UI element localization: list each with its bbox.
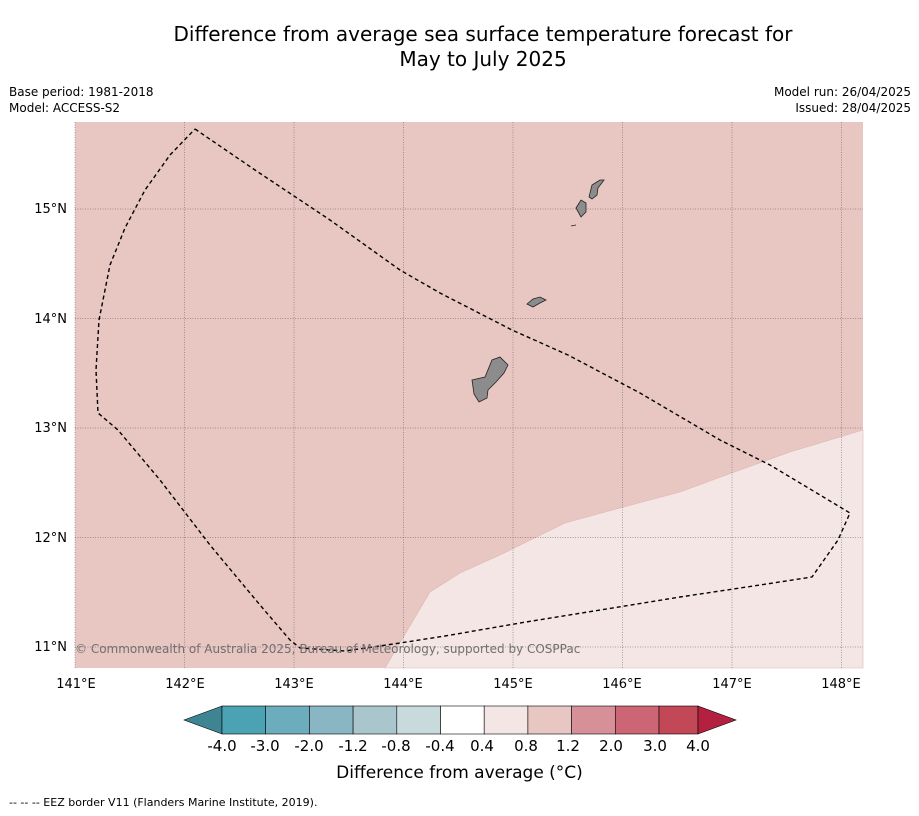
islands xyxy=(471,179,605,403)
colorbar-cell xyxy=(396,705,441,735)
colorbar-cell xyxy=(440,705,485,735)
colorbar-arrow-low xyxy=(183,705,223,735)
meta-left: Base period: 1981-2018 Model: ACCESS-S2 xyxy=(9,84,154,116)
colorbar-cell xyxy=(221,705,267,735)
model-run: Model run: 26/04/2025 xyxy=(773,85,911,99)
colorbar-label: 0.4 xyxy=(470,737,494,755)
colorbar-label: 4.0 xyxy=(686,737,710,755)
rota-island xyxy=(526,296,547,308)
colorbar-label: 1.2 xyxy=(556,737,580,755)
colorbar-label: 0.8 xyxy=(514,737,538,755)
colorbar-title: Difference from average (°C) xyxy=(336,763,583,783)
eez-border xyxy=(95,128,851,652)
base-period: Base period: 1981-2018 xyxy=(9,85,154,99)
meta-right: Model run: 26/04/2025 Issued: 28/04/2025 xyxy=(774,84,911,116)
eez-footnote: -- -- -- EEZ border V11 (Flanders Marine… xyxy=(9,796,318,809)
colorbar-cell xyxy=(352,705,398,735)
lat-tick-labels: 15°N 14°N 13°N 12°N 11°N xyxy=(34,202,67,655)
title-line-1: Difference from average sea surface temp… xyxy=(173,22,793,46)
lon-tick-label: 146°E xyxy=(602,677,642,692)
colorbar-label: -0.8 xyxy=(381,737,410,755)
lon-tick-label: 141°E xyxy=(56,677,96,692)
lon-tick-label: 148°E xyxy=(821,677,861,692)
colorbar-cell xyxy=(527,705,572,735)
colorbar-label: -3.0 xyxy=(250,737,279,755)
colorbar-label: -1.2 xyxy=(338,737,367,755)
issued-date: Issued: 28/04/2025 xyxy=(795,101,911,115)
lon-tick-label: 145°E xyxy=(493,677,533,692)
colorbar-cell xyxy=(658,705,699,735)
lat-tick-label: 14°N xyxy=(34,312,67,327)
colorbar-label: -4.0 xyxy=(207,737,236,755)
graticule xyxy=(74,122,863,668)
colorbar-labels: -4.0 -3.0 -2.0 -1.2 -0.8 -0.4 0.4 0.8 1.… xyxy=(207,737,710,755)
chart-title: Difference from average sea surface temp… xyxy=(0,22,919,72)
lat-tick-label: 11°N xyxy=(34,640,67,655)
lon-tick-labels: 141°E 142°E 143°E 144°E 145°E 146°E 147°… xyxy=(56,677,861,692)
model-name: Model: ACCESS-S2 xyxy=(9,101,121,115)
colorbar-cell xyxy=(614,705,660,735)
sst-band-light xyxy=(384,429,864,669)
title-line-2: May to July 2025 xyxy=(399,47,567,71)
lat-tick-label: 12°N xyxy=(34,531,67,546)
colorbar-cell xyxy=(309,705,354,735)
tinian-island xyxy=(575,199,587,218)
colorbar xyxy=(183,705,737,735)
colorbar-label: 3.0 xyxy=(643,737,667,755)
copyright-text: © Commonwealth of Australia 2025, Bureau… xyxy=(75,642,580,656)
lon-tick-label: 143°E xyxy=(274,677,314,692)
colorbar-cell xyxy=(265,705,310,735)
colorbar-label: -0.4 xyxy=(425,737,454,755)
guam-island xyxy=(471,356,509,403)
colorbar-label: 2.0 xyxy=(599,737,623,755)
colorbar-arrow-high xyxy=(697,705,737,735)
colorbar-cell xyxy=(571,705,616,735)
lon-tick-label: 147°E xyxy=(712,677,752,692)
colorbar-label: -2.0 xyxy=(294,737,323,755)
lat-tick-label: 15°N xyxy=(34,202,67,217)
lat-tick-label: 13°N xyxy=(34,421,67,436)
lon-tick-label: 142°E xyxy=(165,677,205,692)
saipan-island xyxy=(588,179,605,200)
colorbar-cell xyxy=(483,705,529,735)
aguijan-island xyxy=(570,224,577,227)
lon-tick-label: 144°E xyxy=(383,677,423,692)
